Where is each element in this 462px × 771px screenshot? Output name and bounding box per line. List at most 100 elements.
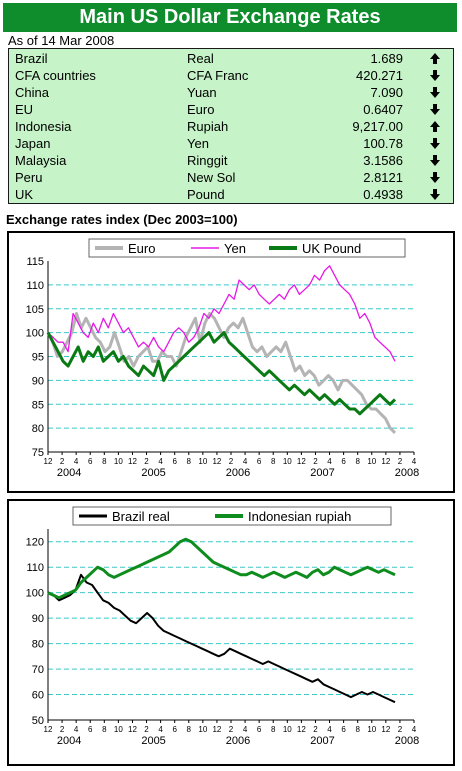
rate-value: 7.090 — [370, 85, 403, 100]
rate-country: EU — [15, 102, 34, 117]
rate-currency: Euro — [187, 102, 215, 117]
x-tick-label: 2 — [313, 725, 318, 734]
x-tick-label: 2 — [229, 725, 234, 734]
y-tick-label: 110 — [26, 280, 44, 292]
arrow-down-icon — [430, 87, 440, 98]
x-tick-label: 6 — [172, 457, 177, 466]
x-tick-label: 10 — [198, 725, 207, 734]
x-tick-label: 12 — [128, 725, 137, 734]
series-line-0 — [47, 573, 396, 704]
rate-country: Malaysia — [15, 153, 67, 168]
rate-row: CFA countries CFA Franc 420.271 — [9, 67, 453, 84]
arrow-down-icon — [430, 172, 440, 183]
y-tick-label: 80 — [32, 423, 44, 435]
x-tick-label: 2 — [144, 457, 149, 466]
rate-row: Japan Yen 100.78 — [9, 135, 453, 152]
y-tick-label: 100 — [26, 328, 44, 340]
chart2-frame: 50 60 70 80 90 100 110 120 12 2 4 6 8 10 12 2 4 6 8 10 12 2 4 6… — [7, 499, 455, 766]
rate-currency: Rupiah — [187, 119, 229, 134]
x-tick-label: 8 — [187, 725, 192, 734]
rate-row: Indonesia Rupiah 9,217.00 — [9, 118, 453, 135]
arrow-down-icon — [430, 104, 440, 115]
arrow-down-icon — [430, 155, 440, 166]
x-year-label: 2008 — [395, 735, 419, 747]
series-line-1 — [47, 537, 396, 600]
x-tick-label: 6 — [341, 457, 346, 466]
x-tick-label: 10 — [198, 457, 207, 466]
x-tick-label: 10 — [283, 725, 292, 734]
y-tick-label: 115 — [26, 256, 44, 268]
y-tick-label: 60 — [32, 690, 44, 702]
rate-country: Japan — [15, 136, 51, 151]
rate-currency: Real — [187, 51, 214, 66]
x-tick-label: 6 — [172, 725, 177, 734]
x-tick-label: 6 — [88, 457, 93, 466]
arrow-down-icon — [430, 138, 440, 149]
legend-label: UK Pound — [302, 241, 361, 256]
arrow-down-icon — [430, 189, 440, 200]
x-tick-label: 4 — [412, 725, 417, 734]
x-tick-label: 10 — [367, 457, 376, 466]
x-tick-label: 2 — [398, 457, 403, 466]
x-tick-label: 12 — [297, 457, 306, 466]
x-tick-label: 2 — [313, 457, 318, 466]
x-tick-label: 12 — [44, 457, 53, 466]
x-tick-label: 8 — [271, 457, 276, 466]
x-tick-label: 8 — [102, 725, 107, 734]
x-tick-label: 12 — [212, 725, 221, 734]
rate-currency: Pound — [187, 187, 225, 202]
x-tick-label: 2 — [144, 725, 149, 734]
rate-country: Peru — [15, 170, 43, 185]
x-tick-label: 4 — [74, 457, 79, 466]
rate-row: UK Pound 0.4938 — [9, 186, 453, 203]
x-tick-label: 12 — [297, 725, 306, 734]
page-title: Main US Dollar Exchange Rates — [3, 3, 457, 32]
x-tick-label: 6 — [257, 725, 262, 734]
rate-country: UK — [15, 187, 34, 202]
x-tick-label: 8 — [355, 725, 360, 734]
rate-currency: Yuan — [187, 85, 217, 100]
x-tick-label: 6 — [257, 457, 262, 466]
x-tick-label: 10 — [367, 725, 376, 734]
series-line-1 — [47, 265, 396, 362]
legend-box — [88, 238, 406, 258]
rate-country: Indonesia — [15, 119, 72, 134]
rate-row: Peru New Sol 2.8121 — [9, 169, 453, 186]
x-tick-label: 6 — [341, 725, 346, 734]
x-tick-label: 8 — [271, 725, 276, 734]
x-tick-label: 12 — [381, 457, 390, 466]
legend-label: Yen — [224, 241, 246, 256]
x-tick-label: 2 — [398, 725, 403, 734]
series-line-2 — [46, 331, 397, 416]
arrow-up-icon — [430, 53, 440, 64]
legend-label: Euro — [128, 241, 155, 256]
y-tick-label: 70 — [32, 664, 44, 676]
legend-label: Indonesian rupiah — [248, 509, 351, 524]
y-tick-label: 110 — [26, 562, 44, 574]
y-tick-label: 75 — [32, 447, 44, 459]
x-tick-label: 10 — [283, 457, 292, 466]
x-tick-label: 4 — [158, 457, 163, 466]
y-tick-label: 95 — [32, 352, 44, 364]
series-line-0 — [46, 312, 397, 434]
y-tick-label: 85 — [32, 399, 44, 411]
rates-table: Brazil Real 1.689 CFA countries CFA Franc 420… — [8, 48, 454, 204]
x-year-label: 2007 — [310, 735, 334, 747]
rate-currency: Yen — [187, 136, 209, 151]
rate-row: EU Euro 0.6407 — [9, 101, 453, 118]
x-year-label: 2005 — [141, 735, 165, 747]
rate-value: 9,217.00 — [352, 119, 403, 134]
y-tick-label: 90 — [32, 613, 44, 625]
x-tick-label: 8 — [355, 457, 360, 466]
rate-country: China — [15, 85, 49, 100]
x-tick-label: 4 — [327, 725, 332, 734]
x-tick-label: 4 — [327, 457, 332, 466]
x-year-label: 2006 — [226, 467, 250, 479]
y-tick-label: 120 — [26, 537, 44, 549]
x-tick-label: 4 — [243, 725, 248, 734]
legend-label: Brazil real — [112, 509, 170, 524]
rate-country: CFA countries — [15, 68, 96, 83]
rate-value: 1.689 — [370, 51, 403, 66]
